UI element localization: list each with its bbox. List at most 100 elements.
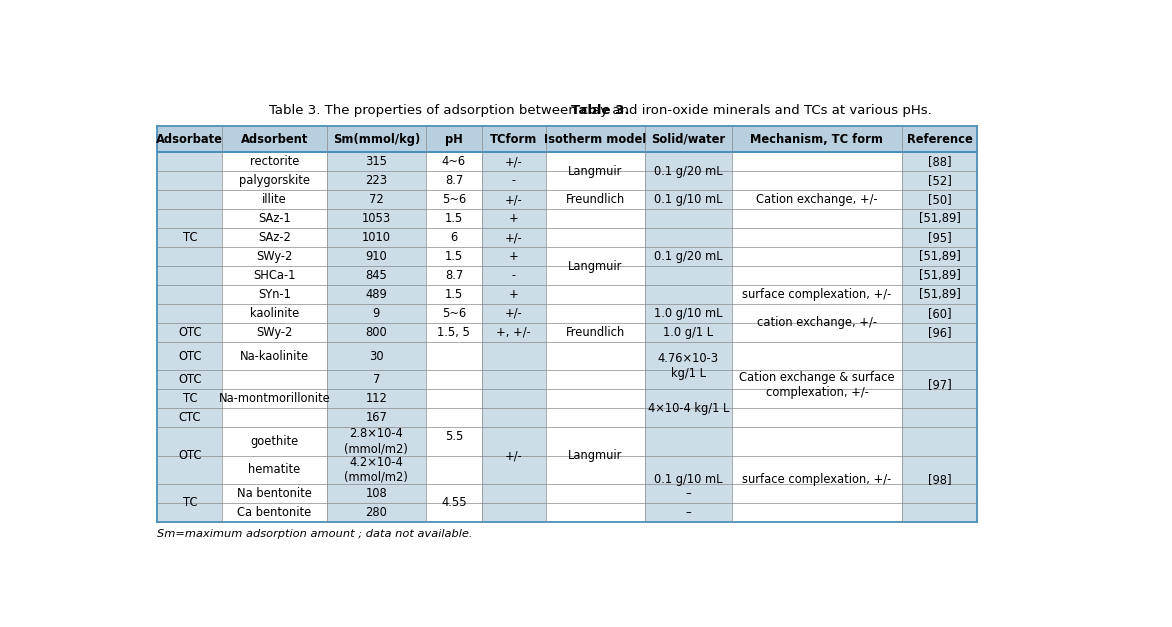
- Text: 0.1 g/10 mL: 0.1 g/10 mL: [654, 473, 723, 486]
- Bar: [327, 285, 425, 304]
- Bar: [731, 342, 902, 371]
- Bar: [902, 191, 977, 209]
- Bar: [902, 191, 977, 209]
- Bar: [223, 266, 327, 285]
- Bar: [157, 484, 223, 503]
- Bar: [327, 304, 425, 323]
- Text: 5~6: 5~6: [442, 307, 466, 320]
- Bar: [645, 152, 731, 171]
- Text: OTC: OTC: [178, 350, 202, 362]
- Bar: [223, 126, 327, 152]
- Bar: [731, 389, 902, 408]
- Bar: [645, 209, 731, 228]
- Text: Langmuir: Langmuir: [568, 165, 622, 178]
- Bar: [157, 408, 223, 427]
- Bar: [157, 285, 223, 304]
- Bar: [425, 371, 482, 389]
- Text: [95]: [95]: [928, 231, 952, 245]
- Bar: [327, 228, 425, 247]
- Bar: [902, 371, 977, 389]
- Bar: [223, 323, 327, 342]
- Bar: [425, 266, 482, 285]
- Bar: [327, 191, 425, 209]
- Bar: [157, 191, 223, 209]
- Bar: [902, 323, 977, 342]
- Text: hematite: hematite: [248, 463, 300, 477]
- Bar: [327, 304, 425, 323]
- Bar: [731, 228, 902, 247]
- Bar: [425, 126, 482, 152]
- Bar: [902, 427, 977, 456]
- Bar: [902, 285, 977, 304]
- Bar: [223, 304, 327, 323]
- Bar: [157, 266, 223, 285]
- Bar: [223, 228, 327, 247]
- Text: +/-: +/-: [505, 449, 523, 462]
- Bar: [731, 152, 902, 171]
- Text: [88]: [88]: [928, 155, 952, 169]
- Bar: [223, 266, 327, 285]
- Bar: [546, 152, 645, 171]
- Bar: [223, 389, 327, 408]
- Bar: [902, 247, 977, 266]
- Bar: [546, 209, 645, 228]
- Text: [50]: [50]: [928, 193, 952, 206]
- Text: CTC: CTC: [178, 411, 202, 424]
- Bar: [482, 389, 546, 408]
- Bar: [645, 371, 731, 389]
- Text: 2.8×10-4
(mmol/m2): 2.8×10-4 (mmol/m2): [345, 428, 408, 455]
- Bar: [645, 456, 731, 484]
- Text: +/-: +/-: [505, 155, 523, 169]
- Text: Reference: Reference: [907, 133, 973, 145]
- Bar: [902, 171, 977, 191]
- Bar: [902, 228, 977, 247]
- Text: 280: 280: [366, 506, 387, 519]
- Bar: [731, 427, 902, 456]
- Bar: [327, 171, 425, 191]
- Text: 0.1 g/10 mL: 0.1 g/10 mL: [654, 193, 723, 206]
- Bar: [223, 342, 327, 371]
- Bar: [327, 456, 425, 484]
- Bar: [157, 427, 223, 456]
- Bar: [645, 247, 731, 266]
- Bar: [902, 389, 977, 408]
- Bar: [546, 285, 645, 304]
- Bar: [327, 408, 425, 427]
- Bar: [327, 191, 425, 209]
- Bar: [425, 191, 482, 209]
- Text: 1.5: 1.5: [445, 213, 463, 225]
- Bar: [731, 304, 902, 323]
- Bar: [425, 191, 482, 209]
- Bar: [902, 266, 977, 285]
- Text: Table 3.: Table 3.: [572, 103, 629, 117]
- Bar: [902, 456, 977, 484]
- Bar: [327, 484, 425, 503]
- Bar: [645, 389, 731, 408]
- Text: [51,89]: [51,89]: [919, 250, 961, 263]
- Bar: [327, 503, 425, 522]
- Bar: [223, 247, 327, 266]
- Bar: [223, 323, 327, 342]
- Bar: [157, 503, 223, 522]
- Text: 4×10-4 kg/1 L: 4×10-4 kg/1 L: [648, 402, 729, 414]
- Bar: [546, 323, 645, 342]
- Bar: [425, 285, 482, 304]
- Bar: [645, 126, 731, 152]
- Text: 4.55: 4.55: [441, 497, 466, 509]
- Bar: [425, 503, 482, 522]
- Bar: [731, 285, 902, 304]
- Bar: [546, 228, 645, 247]
- Bar: [425, 171, 482, 191]
- Bar: [157, 266, 223, 285]
- Bar: [425, 484, 482, 503]
- Text: 72: 72: [369, 193, 383, 206]
- Bar: [645, 171, 731, 191]
- Bar: [327, 323, 425, 342]
- Text: 1.0 g/10 mL: 1.0 g/10 mL: [654, 307, 723, 320]
- Bar: [482, 228, 546, 247]
- Bar: [902, 266, 977, 285]
- Text: [60]: [60]: [928, 307, 952, 320]
- Bar: [425, 408, 482, 427]
- Bar: [546, 209, 645, 228]
- Bar: [731, 171, 902, 191]
